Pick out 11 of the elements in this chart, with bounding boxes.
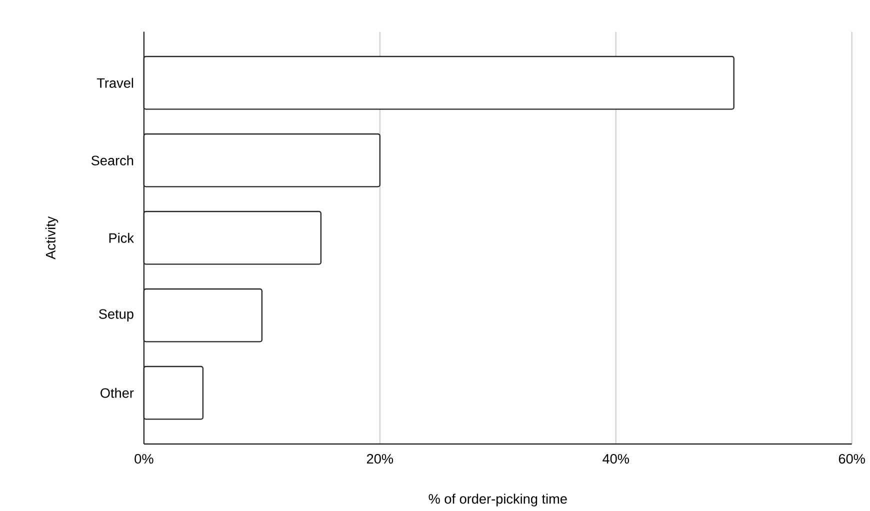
x-axis-title: % of order-picking time <box>428 494 567 506</box>
y-tick-label: Search <box>91 155 134 166</box>
y-tick-label: Travel <box>96 78 134 88</box>
y-tick-label: Other <box>100 388 134 398</box>
x-tick-label: 20% <box>366 454 394 464</box>
y-tick-label: Setup <box>98 309 134 322</box>
x-tick-label: 60% <box>838 454 865 464</box>
y-axis-title: Activity <box>45 216 58 260</box>
y-tick-label: Pick <box>109 232 134 243</box>
x-tick-label: 0% <box>134 454 154 464</box>
x-tick-label: 40% <box>602 454 630 464</box>
